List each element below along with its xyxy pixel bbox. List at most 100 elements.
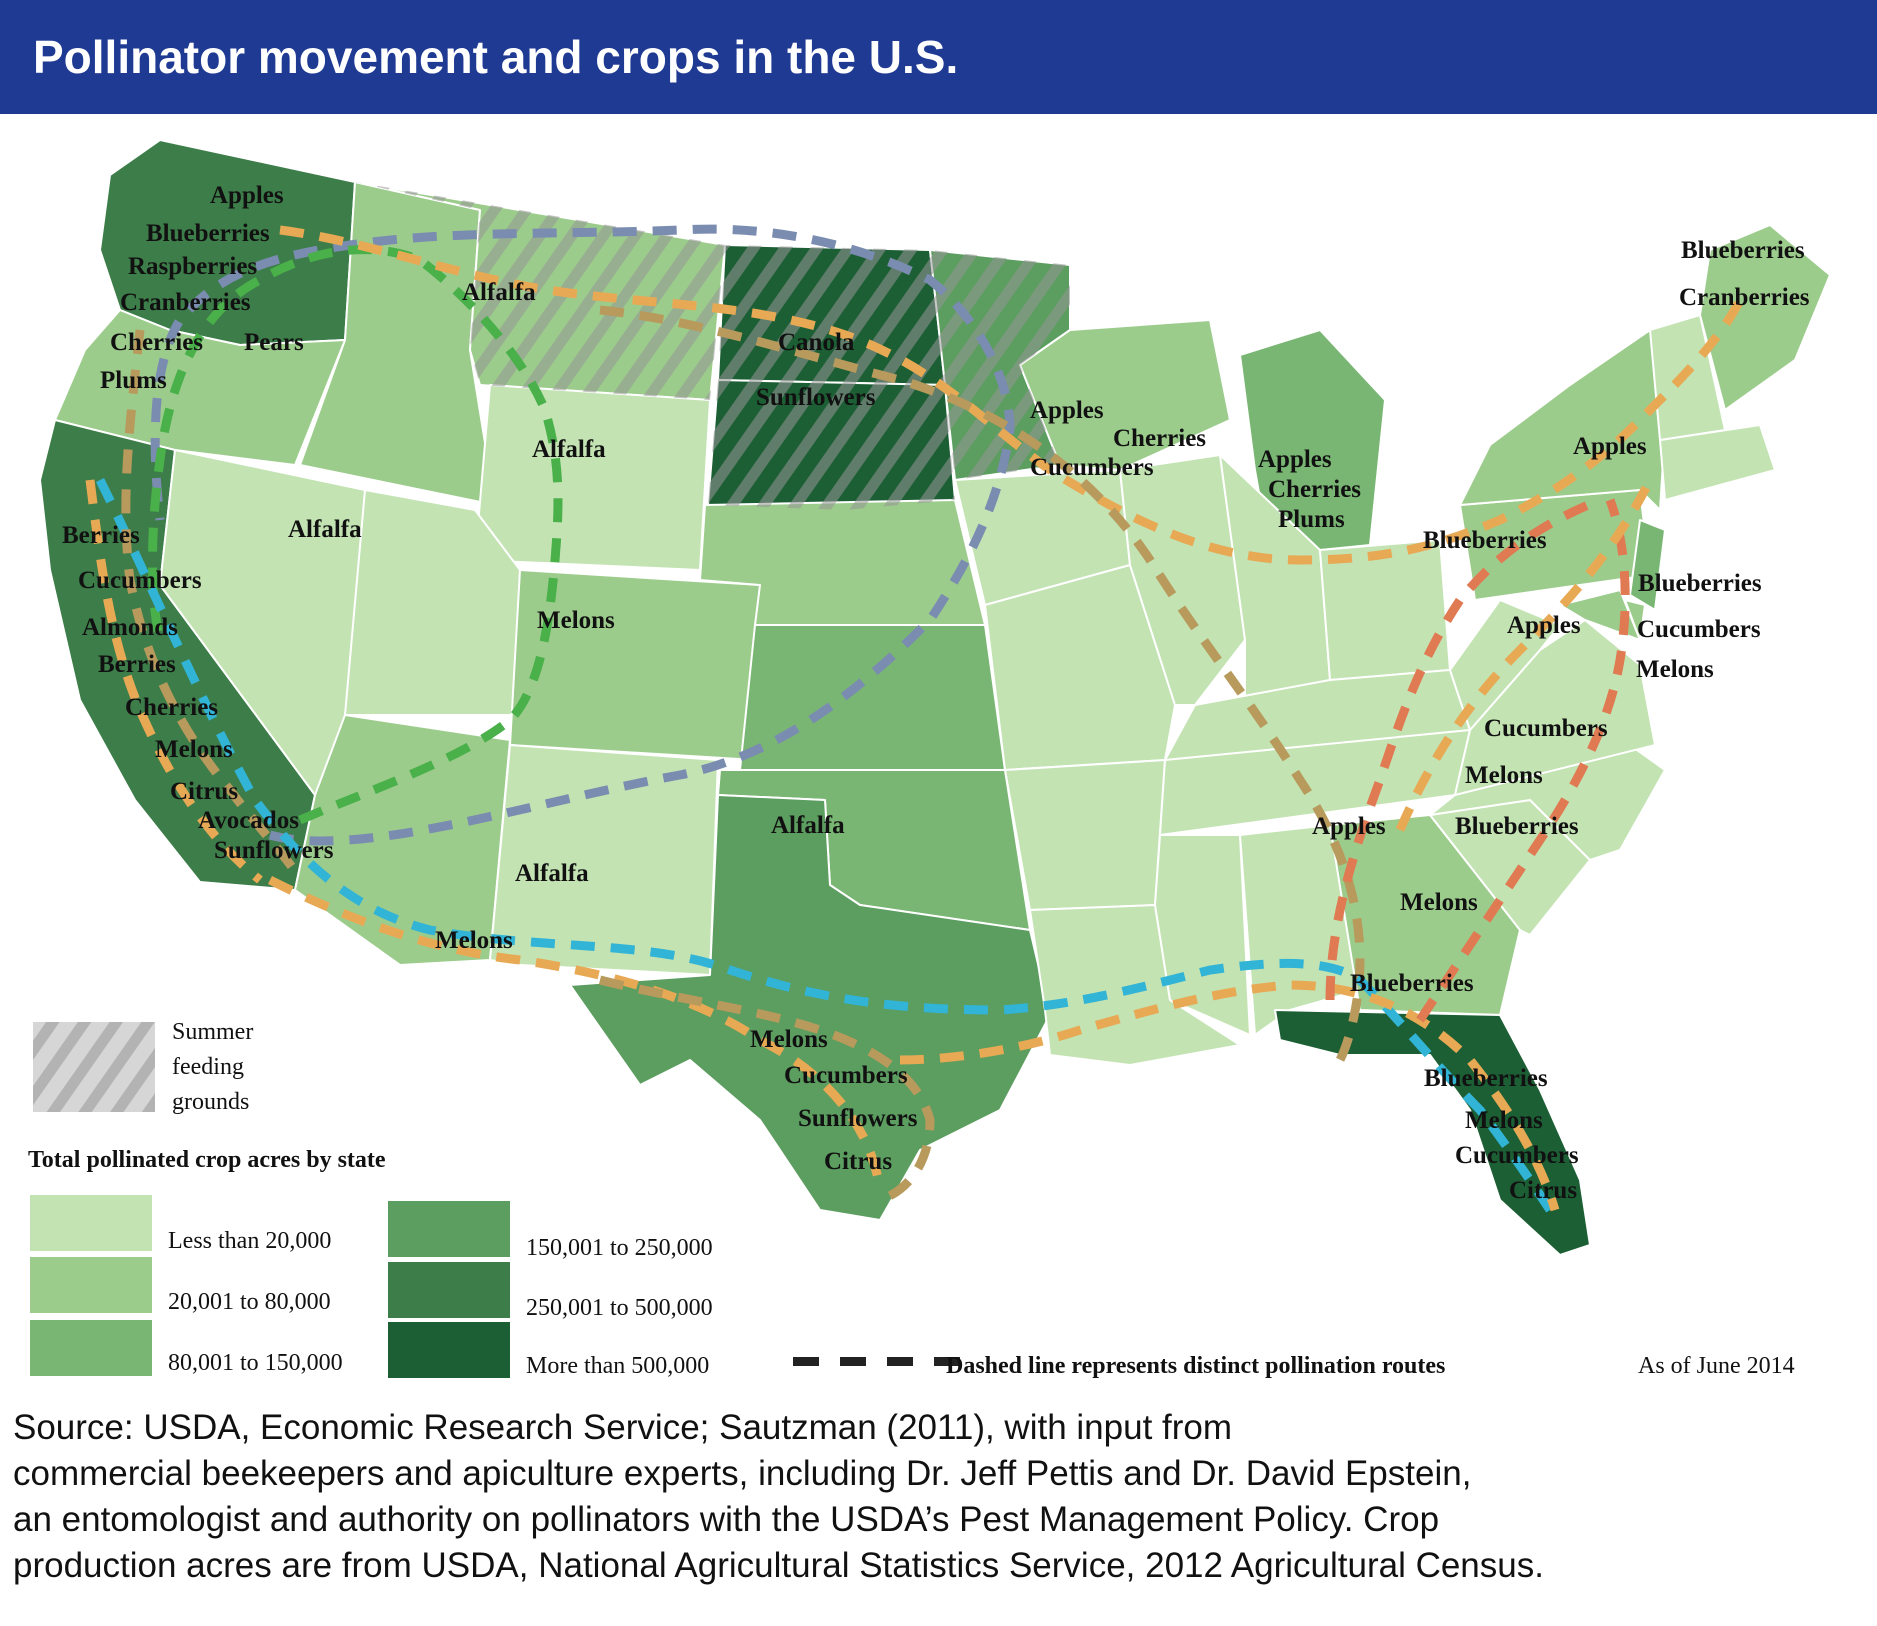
state-florida bbox=[1274, 1009, 1591, 1256]
label-fl-3: Citrus bbox=[1509, 1177, 1577, 1204]
pollination-routes bbox=[85, 224, 1745, 1213]
label-mi-0: Apples bbox=[1258, 446, 1332, 473]
label-sd: Sunflowers bbox=[756, 384, 876, 411]
route-cyan-south bbox=[95, 477, 1554, 1213]
legend-route-label: Dashed line represents distinct pollinat… bbox=[946, 1353, 1445, 1379]
route-tan-california bbox=[121, 329, 305, 883]
route-tan-central bbox=[599, 305, 1365, 1063]
route-tan-texas bbox=[598, 975, 935, 1205]
label-tx-1: Cucumbers bbox=[784, 1062, 908, 1089]
label-ca-3: Berries bbox=[98, 651, 176, 678]
legend-swatch-3 bbox=[388, 1201, 510, 1257]
state-mississippi bbox=[1154, 834, 1251, 1036]
label-ca-8: Sunflowers bbox=[214, 837, 334, 864]
label-va: Apples bbox=[1507, 612, 1581, 639]
route-orange-north bbox=[279, 225, 1745, 565]
label-mt: Alfalfa bbox=[462, 279, 536, 306]
source-line-3: production acres are from USDA, National… bbox=[13, 1546, 1544, 1585]
legend-hatch-label-0: Summer bbox=[172, 1019, 253, 1045]
source-line-2: an entomologist and authority on pollina… bbox=[13, 1500, 1440, 1539]
legend-bin-2: 80,001 to 150,000 bbox=[168, 1350, 343, 1376]
legend-swatch-2 bbox=[30, 1320, 152, 1376]
legend-bin-1: 20,001 to 80,000 bbox=[168, 1289, 331, 1315]
label-tx-3: Citrus bbox=[824, 1148, 892, 1175]
label-nc-0: Cucumbers bbox=[1484, 715, 1608, 742]
label-nj-2: Melons bbox=[1636, 656, 1714, 683]
label-me-1: Cranberries bbox=[1679, 284, 1810, 311]
label-ga-2: Blueberries bbox=[1350, 970, 1474, 997]
label-ca-2: Almonds bbox=[82, 614, 178, 641]
state-kansas bbox=[739, 624, 1006, 771]
legend-bin-5: More than 500,000 bbox=[526, 1353, 709, 1379]
state-arkansas bbox=[1004, 759, 1166, 911]
label-ca-6: Citrus bbox=[170, 778, 238, 805]
state-new-jersey bbox=[1629, 519, 1666, 611]
label-ca-7: Avocados bbox=[198, 807, 299, 834]
state-maine bbox=[1699, 224, 1831, 411]
route-red-east bbox=[1325, 495, 1630, 1023]
label-me-0: Blueberries bbox=[1681, 237, 1805, 264]
label-ga-0: Apples bbox=[1312, 813, 1386, 840]
label-mn-0: Apples bbox=[1030, 397, 1104, 424]
legend: Summer feeding grounds Total pollinated … bbox=[28, 1019, 1795, 1379]
label-ut-co: Melons bbox=[537, 607, 615, 634]
label-or-0: Cherries bbox=[110, 329, 203, 356]
legend-hatch-label-1: feeding bbox=[172, 1054, 244, 1080]
crop-labels: Apples Blueberries Raspberries Cranberri… bbox=[62, 182, 1810, 1204]
label-nc-2: Blueberries bbox=[1455, 813, 1579, 840]
state-west-virginia bbox=[1449, 599, 1561, 731]
label-tx-0: Melons bbox=[750, 1026, 828, 1053]
state-wyoming bbox=[474, 384, 711, 571]
legend-route-swatch bbox=[793, 1357, 960, 1366]
source-line-1: commercial beekeepers and apiculture exp… bbox=[13, 1454, 1472, 1493]
label-nc-1: Melons bbox=[1465, 762, 1543, 789]
label-ca-0: Berries bbox=[62, 522, 140, 549]
route-orange-south bbox=[267, 875, 1560, 1212]
label-ca-4: Cherries bbox=[125, 694, 218, 721]
legend-bin-4: 250,001 to 500,000 bbox=[526, 1295, 713, 1321]
route-blue-west bbox=[150, 224, 1015, 846]
legend-swatch-0 bbox=[30, 1195, 152, 1251]
label-wa-1: Blueberries bbox=[146, 220, 270, 247]
route-orange-east bbox=[1395, 477, 1655, 832]
legend-title: Total pollinated crop acres by state bbox=[28, 1147, 386, 1173]
label-az: Melons bbox=[435, 927, 513, 954]
label-fl-1: Melons bbox=[1465, 1107, 1543, 1134]
legend-swatch-1 bbox=[30, 1257, 152, 1313]
label-fl-2: Cucumbers bbox=[1455, 1142, 1579, 1169]
label-wy: Alfalfa bbox=[532, 436, 606, 463]
route-green-west bbox=[148, 245, 563, 825]
label-nj-0: Blueberries bbox=[1638, 570, 1762, 597]
label-tx-2: Sunflowers bbox=[798, 1105, 918, 1132]
legend-swatch-4 bbox=[388, 1262, 510, 1318]
label-or-1: Pears bbox=[244, 329, 304, 356]
page-title: Pollinator movement and crops in the U.S… bbox=[33, 31, 959, 83]
route-orange-california bbox=[85, 479, 263, 884]
pollinator-map: Apples Blueberries Raspberries Cranberri… bbox=[28, 139, 1831, 1379]
source-note: Source: USDA, Economic Research Service;… bbox=[13, 1405, 1863, 1589]
legend-swatch-5 bbox=[388, 1322, 510, 1378]
legend-hatch-label-2: grounds bbox=[172, 1089, 249, 1115]
label-wi: Cherries bbox=[1113, 425, 1206, 452]
label-tx-nw: Alfalfa bbox=[771, 812, 845, 839]
label-wa-3: Cranberries bbox=[120, 289, 251, 316]
state-delaware bbox=[1624, 599, 1646, 641]
state-missouri bbox=[984, 564, 1176, 771]
label-mi-1: Cherries bbox=[1268, 476, 1361, 503]
label-ca-5: Melons bbox=[155, 736, 233, 763]
label-mn-1: Cucumbers bbox=[1030, 454, 1154, 481]
label-mi-2: Plums bbox=[1278, 506, 1345, 533]
label-nm: Alfalfa bbox=[515, 860, 589, 887]
label-or-2: Plums bbox=[100, 367, 167, 394]
label-fl-0: Blueberries bbox=[1424, 1065, 1548, 1092]
label-ca-1: Cucumbers bbox=[78, 567, 202, 594]
label-nd: Canola bbox=[778, 329, 855, 356]
legend-bin-0: Less than 20,000 bbox=[168, 1228, 331, 1254]
states bbox=[39, 139, 1831, 1256]
label-pa: Blueberries bbox=[1423, 527, 1547, 554]
label-id: Alfalfa bbox=[288, 516, 362, 543]
label-nj-1: Cucumbers bbox=[1637, 616, 1761, 643]
summer-feeding-grounds bbox=[355, 182, 1070, 510]
state-new-england-south bbox=[1659, 424, 1776, 501]
